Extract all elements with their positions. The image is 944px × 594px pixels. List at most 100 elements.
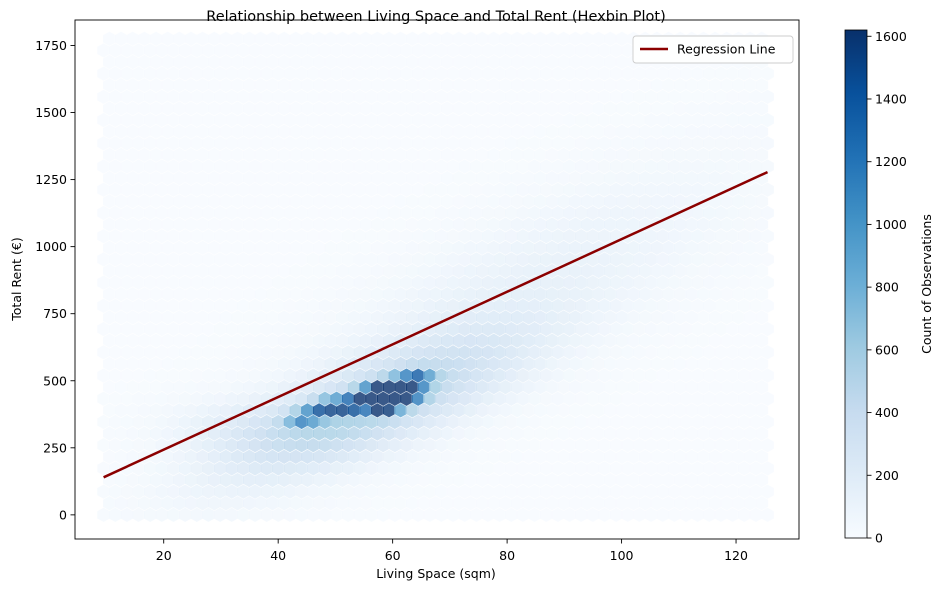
hexbin-cell — [341, 437, 355, 453]
hexbin-cell — [359, 333, 373, 348]
hexbin-cell — [271, 461, 285, 476]
hexbin-cell — [359, 31, 373, 47]
hexbin-cell — [656, 112, 670, 128]
hexbin-cell — [481, 507, 495, 523]
hexbin-cell — [300, 403, 314, 418]
hexbin-cell — [231, 170, 245, 186]
hexbin-cell — [399, 391, 413, 407]
hexbin-cell — [370, 426, 384, 441]
hexbin-cell — [190, 391, 204, 407]
hexbin-cell — [190, 345, 204, 360]
hexbin-cell — [440, 495, 454, 511]
hexbin-cell — [429, 263, 443, 279]
hexbin-cell — [504, 368, 518, 383]
hexbin-cell — [615, 77, 629, 93]
hexbin-cell — [656, 182, 670, 198]
hexbin-cell — [568, 31, 582, 47]
hexbin-cell — [516, 321, 530, 337]
hexbin-cell — [376, 205, 390, 221]
hexbin-cell — [493, 391, 507, 407]
hexbin-cell — [318, 484, 332, 499]
hexbin-cell — [592, 403, 606, 418]
hexbin-cell — [196, 54, 210, 70]
hexbin-cell — [504, 298, 518, 314]
hexbin-cell — [260, 89, 274, 105]
hexbin-cell — [213, 66, 227, 81]
hexbin-cell — [207, 170, 221, 186]
hexbin-cell — [341, 66, 355, 81]
hexbin-cell — [260, 205, 274, 221]
hexbin-cell — [312, 426, 326, 441]
hexbin-cell — [603, 124, 617, 139]
hexbin-cell — [330, 228, 344, 244]
hexbin-cell — [679, 228, 693, 244]
hexbin-cell — [761, 321, 775, 337]
hexbin-cell — [434, 345, 448, 360]
hexbin-cell — [749, 391, 763, 407]
hexbin-cell — [388, 228, 402, 244]
hexbin-cell — [656, 484, 670, 499]
hexbin-cell — [353, 414, 367, 430]
hexbin-cell — [370, 286, 384, 302]
hexbin-cell — [347, 31, 361, 47]
hexbin-cell — [761, 66, 775, 81]
hexbin-cell — [440, 101, 454, 116]
hexbin-cell — [417, 194, 431, 209]
hexbin-cell — [557, 194, 571, 209]
hexbin-cell — [446, 345, 460, 360]
hexbin-cell — [126, 333, 140, 348]
hexbin-cell — [592, 263, 606, 279]
hexbin-cell — [365, 461, 378, 476]
hexbin-cell — [691, 437, 705, 453]
hexbin-cell — [399, 461, 413, 476]
hexbin-cell — [231, 54, 245, 70]
hexbin-cell — [231, 472, 245, 488]
hexbin-cell — [300, 77, 314, 93]
hexbin-cell — [236, 368, 250, 383]
hexbin-cell — [97, 252, 111, 267]
hexbin-cell — [365, 252, 378, 267]
hexbin-cell — [149, 356, 163, 372]
hexbin-cell — [574, 135, 588, 151]
hexbin-cell — [662, 310, 675, 325]
hexbin-cell — [300, 54, 314, 70]
hexbin-cell — [399, 205, 413, 221]
hexbin-cell — [405, 101, 419, 116]
hexbin-cell — [644, 135, 658, 151]
hexbin-cell — [563, 182, 576, 198]
hexbin-cell — [312, 403, 326, 418]
hexbin-cell — [236, 112, 250, 128]
hexbin-cell — [388, 368, 402, 383]
hexbin-cell — [615, 194, 629, 209]
hexbin-cell — [126, 263, 140, 279]
hexbin-cell — [143, 43, 157, 58]
hexbin-cell — [469, 112, 483, 128]
hexbin-cell — [696, 449, 710, 465]
hexbin-cell — [458, 461, 472, 476]
hexbin-cell — [405, 147, 419, 163]
hexbin-cell — [312, 147, 326, 163]
hexbin-cell — [516, 484, 530, 499]
hexbin-cell — [376, 228, 390, 244]
hexbin-cell — [667, 112, 681, 128]
hexbin-cell — [568, 333, 582, 348]
hexbin-cell — [370, 403, 384, 418]
hexbin-cell — [458, 368, 472, 383]
hexbin-cell — [335, 286, 349, 302]
hexbin-cell — [662, 472, 675, 488]
hexbin-cell — [359, 379, 373, 395]
hexbin-cell — [708, 379, 722, 395]
hexbin-cell — [213, 321, 227, 337]
hexbin-cell — [242, 263, 256, 279]
hexbin-cell — [528, 368, 542, 383]
hexbin-cell — [102, 124, 116, 139]
hexbin-cell — [155, 345, 169, 360]
hexbin-cell — [737, 159, 751, 174]
hexbin-cell — [504, 205, 518, 221]
hexbin-cell — [504, 89, 518, 105]
hexbin-cell — [353, 159, 367, 174]
hexbin-cell — [586, 461, 600, 476]
hexbin-cell — [557, 124, 571, 139]
hexbin-cell — [167, 112, 180, 128]
